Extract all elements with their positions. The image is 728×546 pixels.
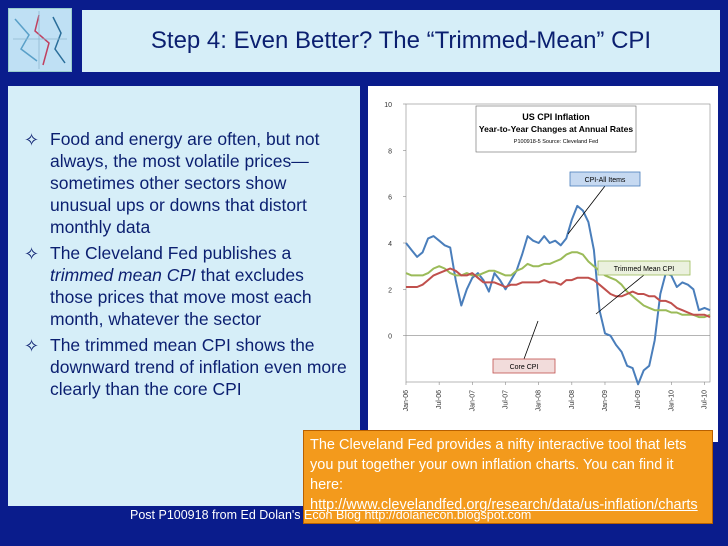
logo-image xyxy=(8,8,72,72)
series-label-box-cpi-all-items xyxy=(569,171,641,187)
series-label-cpi-all-items: CPI-All Items xyxy=(585,177,626,184)
bullet-text: Food and energy are often, but not alway… xyxy=(50,129,320,237)
series-line-cpi-all-items xyxy=(405,204,711,386)
label-arrow-trimmed-mean-cpi xyxy=(595,274,645,315)
diamond-bullet-icon: ✧ xyxy=(24,130,40,150)
x-tick-label: Jul-08 xyxy=(569,390,576,409)
chart-title-box xyxy=(475,105,637,153)
title-box: Step 4: Even Better? The “Trimmed-Mean” … xyxy=(82,10,720,72)
bullet-list: ✧ Food and energy are often, but not alw… xyxy=(20,128,350,404)
x-tick-label: Jul-06 xyxy=(436,390,443,409)
chart-svg: 0 2 4 6 8 10 Jan-06 Jul-06 Jan-07 Jul-07 Jan-08 Jul… xyxy=(384,102,711,412)
bullet-item: ✧ The Cleveland Fed publishes a trimmed … xyxy=(20,242,350,330)
bullet-text: The Cleveland Fed publishes a trimmed me… xyxy=(50,243,312,329)
series-label-box-trimmed-mean-cpi xyxy=(597,260,691,276)
callout-text: The Cleveland Fed provides a nifty inter… xyxy=(310,437,687,493)
label-arrow-cpi-all-items xyxy=(567,185,606,235)
text-panel xyxy=(8,86,360,506)
x-tick-label: Jan-06 xyxy=(403,390,410,412)
x-tick-label: Jan-10 xyxy=(668,390,675,412)
y-tick-label: 6 xyxy=(388,195,392,202)
series-line-core-cpi xyxy=(406,267,711,319)
series-label-trimmed-mean-cpi: Trimmed Mean CPI xyxy=(614,266,674,273)
y-tick-label: 10 xyxy=(384,102,392,109)
x-tick-label: Jul-09 xyxy=(635,390,642,409)
diamond-bullet-icon: ✧ xyxy=(24,336,40,356)
y-tick-label: 0 xyxy=(388,334,392,341)
bullet-item: ✧ Food and energy are often, but not alw… xyxy=(20,128,350,238)
series-line-trimmed-mean-cpi xyxy=(405,251,711,319)
y-tick-label: 4 xyxy=(388,241,392,248)
x-tick-label: Jul-10 xyxy=(701,390,708,409)
x-tick-label: Jul-07 xyxy=(502,390,509,409)
bullet-text: The trimmed mean CPI shows the downward … xyxy=(50,335,347,399)
footer-credit: Post P100918 from Ed Dolan's Econ Blog h… xyxy=(130,508,532,522)
y-tick-label: 8 xyxy=(388,148,392,155)
series-label-box-core-cpi xyxy=(492,358,556,374)
bullet-item: ✧ The trimmed mean CPI shows the downwar… xyxy=(20,334,350,400)
cpi-chart: 0 2 4 6 8 10 Jan-06 Jul-06 Jan-07 Jul-07 Jan-08 Jul… xyxy=(368,86,718,442)
chart-title: US CPI Inflation xyxy=(522,112,590,122)
diamond-bullet-icon: ✧ xyxy=(24,244,40,264)
label-arrow-core-cpi xyxy=(523,320,539,360)
chart-subtitle: Year-to-Year Changes at Annual Rates xyxy=(479,124,633,134)
slide-header: Step 4: Even Better? The “Trimmed-Mean” … xyxy=(0,0,728,78)
chart-source: P100918-5 Source: Cleveland Fed xyxy=(514,139,598,145)
x-tick-label: Jan-08 xyxy=(536,390,543,412)
cleveland-fed-link[interactable]: http://www.clevelandfed.org/research/dat… xyxy=(310,497,698,513)
series-label-core-cpi: Core CPI xyxy=(510,364,539,371)
x-tick-label: Jan-09 xyxy=(602,390,609,412)
callout-box: The Cleveland Fed provides a nifty inter… xyxy=(303,430,713,524)
page-title: Step 4: Even Better? The “Trimmed-Mean” … xyxy=(150,27,652,54)
x-tick-label: Jan-07 xyxy=(469,390,476,412)
y-tick-label: 2 xyxy=(388,287,392,294)
